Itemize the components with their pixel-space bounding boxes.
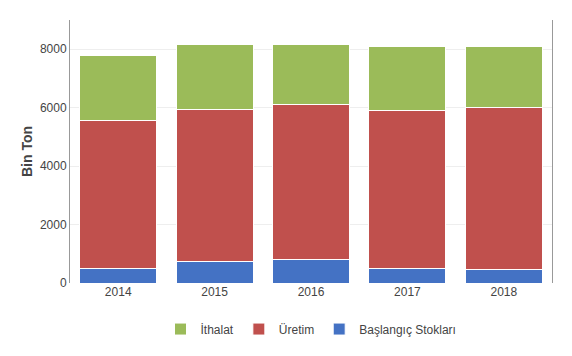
svg-text:0: 0 [60,276,67,290]
svg-text:4000: 4000 [40,159,67,173]
svg-text:2016: 2016 [298,285,325,299]
svg-text:8000: 8000 [40,42,67,56]
svg-text:2015: 2015 [201,285,228,299]
svg-text:İthalat: İthalat [201,323,234,337]
svg-text:2014: 2014 [105,285,132,299]
svg-text:2017: 2017 [394,285,421,299]
svg-text:2018: 2018 [490,285,517,299]
svg-text:Bin Ton: Bin Ton [19,126,35,177]
svg-text:Başlangıç Stokları: Başlangıç Stokları [359,323,456,337]
svg-text:2000: 2000 [40,218,67,232]
svg-text:6000: 6000 [40,101,67,115]
svg-text:Üretim: Üretim [279,323,314,337]
